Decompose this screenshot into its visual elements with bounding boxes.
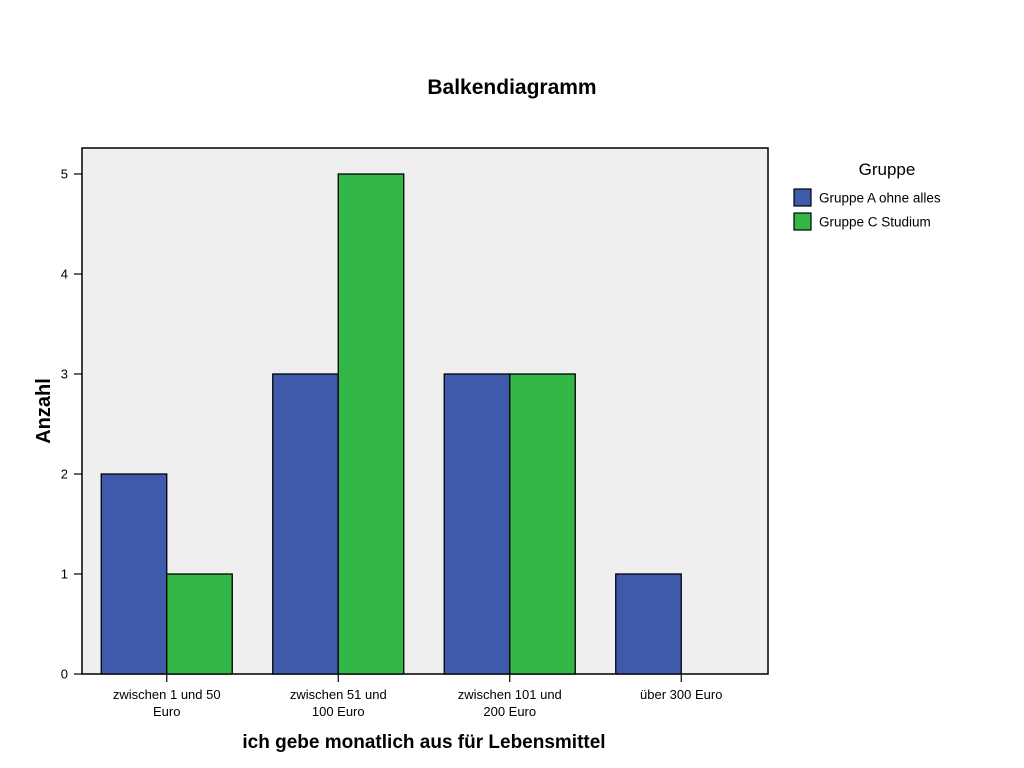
bar [337, 173, 405, 675]
legend-label: Gruppe A ohne alles [819, 191, 941, 206]
x-tick-label: zwischen 51 und [290, 687, 387, 702]
x-tick-label: über 300 Euro [640, 687, 722, 702]
y-tick-label: 3 [61, 367, 68, 382]
legend: Gruppe Gruppe A ohne alles Gruppe C Studi… [793, 160, 941, 231]
y-tick-label: 4 [61, 267, 68, 282]
y-tick-label: 1 [61, 567, 68, 582]
y-axis: 0 1 2 3 4 5 [61, 167, 82, 682]
legend-swatch [793, 212, 812, 231]
x-tick-label: Euro [153, 704, 180, 719]
y-tick-label: 5 [61, 167, 68, 182]
legend-title: Gruppe [859, 160, 916, 179]
x-axis-label: ich gebe monatlich aus für Lebensmittel [242, 732, 605, 753]
bar [100, 473, 168, 675]
bars [100, 173, 682, 675]
y-tick-label: 2 [61, 467, 68, 482]
legend-swatch [793, 188, 812, 207]
bar [509, 373, 576, 675]
x-tick-label: 200 Euro [483, 704, 536, 719]
x-tick-label: zwischen 101 und [458, 687, 562, 702]
x-axis: zwischen 1 und 50 Euro zwischen 51 und 100 … [113, 674, 722, 719]
chart-title: Balkendiagramm [427, 76, 596, 99]
y-axis-label: Anzahl [33, 378, 55, 444]
legend-label: Gruppe C Studium [819, 215, 931, 230]
x-tick-label: zwischen 1 und 50 [113, 687, 221, 702]
bar [443, 373, 511, 675]
bar [272, 373, 339, 675]
x-tick-label: 100 Euro [312, 704, 365, 719]
bar [166, 573, 233, 675]
bar [615, 573, 682, 675]
y-tick-label: 0 [61, 667, 68, 682]
